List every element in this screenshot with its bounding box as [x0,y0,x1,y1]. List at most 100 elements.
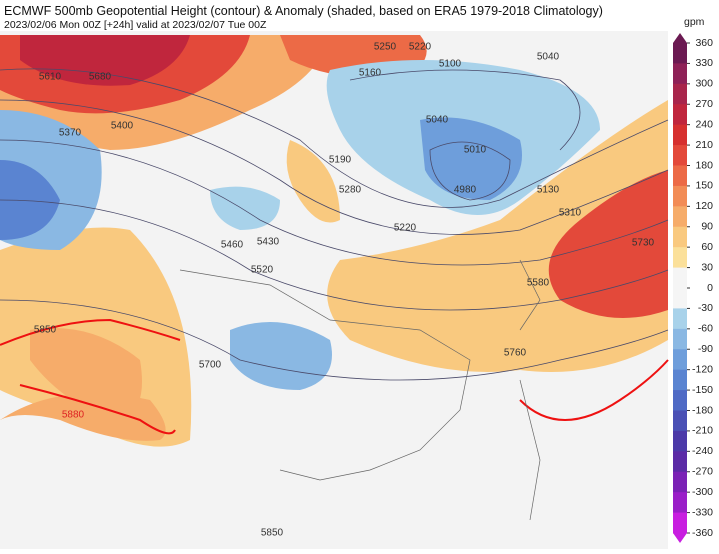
contour-label: 5160 [359,68,382,79]
contour-label: 5610 [39,72,62,83]
contour-label: 5100 [439,59,462,70]
contour-line [0,299,669,381]
colorbar-tick-label: -300 [692,486,713,498]
title: ECMWF 500mb Geopotential Height (contour… [4,4,603,18]
warm-anomaly [20,35,190,86]
colorbar-tick-label: 210 [695,139,713,151]
colorbar-arrow [673,533,687,543]
contour-label: 5700 [199,360,222,371]
cold-anomaly [420,117,522,200]
contour-label: 5250 [374,42,397,53]
contour-line [0,68,669,208]
colorbar-tick-label: -330 [692,506,713,518]
colorbar-segment [673,247,687,269]
colorbar-tick-label: 240 [695,118,713,130]
colorbar-segment [673,492,687,514]
colorbar-segment [673,288,687,309]
colorbar-segment [673,430,687,452]
colorbar-segment [673,124,687,146]
colorbar-segment [673,328,687,350]
colorbar-tick-label: -360 [692,527,713,539]
contour-label: 5580 [527,278,550,289]
colorbar-segment [673,451,687,473]
colorbar-tick-label: 150 [695,180,713,192]
colorbar-segment [673,267,687,289]
contour-label: 5680 [89,72,112,83]
contour-label: 5310 [559,208,582,219]
colorbar-segment [673,471,687,493]
colorbar-tick-label: -270 [692,466,713,478]
colorbar-segment [673,206,687,228]
colorbar-arrow [673,33,687,43]
colorbar-tick-label: -210 [692,425,713,437]
colorbar-tick-label: -60 [698,323,713,335]
contour-label: 5400 [111,121,134,132]
contour-label: 5520 [251,265,274,276]
colorbar-segment [673,226,687,248]
map [0,31,669,549]
colorbar-segment [673,308,687,330]
warm-anomaly [0,393,166,441]
colorbar-tick-label: -90 [698,343,713,355]
colorbar-tick-label: -240 [692,445,713,457]
cold-anomaly [0,160,60,240]
colorbar-tick-label: 360 [695,37,713,49]
colorbar-segment [673,83,687,105]
cold-anomaly [210,186,280,230]
contour-label: 5040 [537,52,560,63]
colorbar-tick-label: -30 [698,302,713,314]
contour-line [429,141,511,201]
colorbar-tick-label: 120 [695,200,713,212]
colorbar-segment [673,165,687,187]
contour-label: 5190 [329,155,352,166]
colorbar-tick-label: 180 [695,159,713,171]
colorbar-tick-label: 330 [695,57,713,69]
contour-label: 5040 [426,115,449,126]
colorbar-segment [673,43,687,64]
colorbar-tick-label: -150 [692,384,713,396]
colorbar-unit: gpm [684,16,705,28]
colorbar-segment [673,369,687,391]
colorbar-tick-label: 0 [707,282,713,294]
contour-5880 [19,384,176,435]
contour-line [0,199,669,311]
colorbar-segment [673,104,687,126]
colorbar-segment [673,145,687,166]
contour-label: 5010 [464,145,487,156]
colorbar-tick-label: 300 [695,78,713,90]
colorbar-segment [673,390,687,411]
contour-label: 5220 [394,223,417,234]
contour-label: 5460 [221,240,244,251]
contour-label: 5280 [339,185,362,196]
contour-label: 5130 [537,185,560,196]
colorbar-segment [673,410,687,432]
colorbar: gpm 3603303002702402101801501209060300-3… [673,16,713,543]
coastline [179,259,541,521]
colorbar-segment [673,185,687,207]
contour-label: 5370 [59,128,82,139]
contour-line [349,69,581,151]
contour-label: 5760 [504,348,527,359]
contour-label: 5880 [62,410,85,421]
contour-label: 5430 [257,237,280,248]
colorbar-tick-label: 60 [701,241,713,253]
subtitle: 2023/02/06 Mon 00Z [+24h] valid at 2023/… [4,19,267,31]
contour-5880 [0,318,181,346]
warm-anomaly [286,140,340,223]
contour-5880 [519,359,669,421]
contour-label: 5850 [34,325,57,336]
colorbar-tick-label: 270 [695,98,713,110]
colorbar-segment [673,63,687,85]
colorbar-tick-label: -120 [692,363,713,375]
colorbar-tick-label: 30 [701,261,713,273]
contour-label: 5850 [261,528,284,539]
contour-labels: 5610 5680 5400 5370 5250 5220 5160 5100 5040 5040… [34,42,655,539]
colorbar-segment [673,512,687,534]
contour-label: 4980 [454,185,477,196]
warm-anomaly [548,170,668,318]
contour-line [0,139,669,266]
colorbar-tick-label: -180 [692,404,713,416]
contour-label: 5220 [409,42,432,53]
